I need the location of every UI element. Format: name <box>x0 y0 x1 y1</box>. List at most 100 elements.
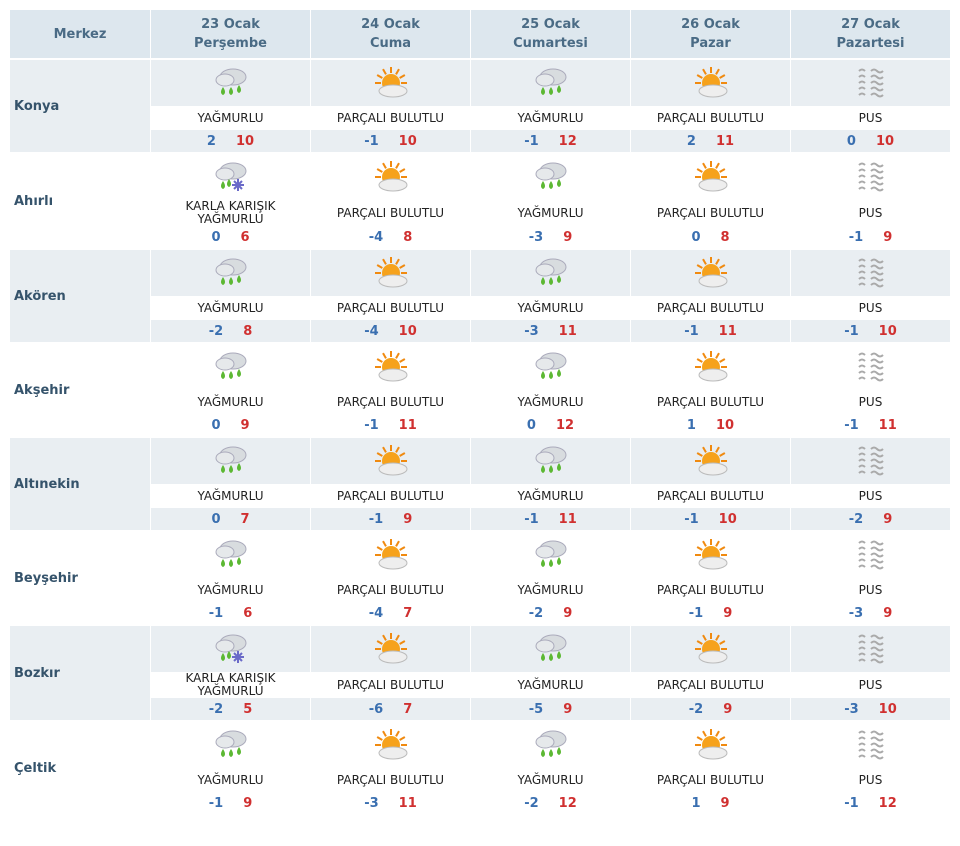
condition: PARÇALI BULUTLU <box>311 106 470 130</box>
icon-graphic <box>535 634 566 661</box>
icon-graphic <box>374 539 407 570</box>
min-temp: 0 <box>211 511 221 527</box>
max-temp: 6 <box>240 229 250 245</box>
weather-icon <box>151 438 310 484</box>
condition: YAĞMURLU <box>151 106 310 130</box>
weather-icon <box>311 626 470 672</box>
location-name: Çeltik <box>14 760 57 776</box>
condition: PARÇALI BULUTLU <box>631 106 790 130</box>
forecast-cell: KARLA KARIŞIK YAĞMURLU 0 6 <box>151 154 310 248</box>
condition: PARÇALI BULUTLU <box>311 484 470 508</box>
weekday: Cumartesi <box>513 36 588 51</box>
condition: YAĞMURLU <box>151 296 310 320</box>
forecast-cell: PARÇALI BULUTLU -1 9 <box>311 438 470 530</box>
condition: PUS <box>791 296 950 320</box>
forecast-cell: PUS -1 9 <box>791 154 950 248</box>
weather-icon <box>791 154 950 200</box>
forecast-cell: PUS -2 9 <box>791 438 950 530</box>
temperatures: -2 9 <box>631 698 790 720</box>
condition: PARÇALI BULUTLU <box>631 200 790 226</box>
forecast-cell: PARÇALI BULUTLU -3 11 <box>311 722 470 814</box>
icon-graphic <box>215 730 246 757</box>
min-temp: -3 <box>844 701 859 717</box>
condition: PUS <box>791 672 950 698</box>
icon-graphic <box>535 446 566 473</box>
condition: PARÇALI BULUTLU <box>631 484 790 508</box>
max-temp: 11 <box>398 795 417 811</box>
icon-graphic <box>535 162 566 189</box>
temperatures: -1 11 <box>471 508 630 530</box>
min-temp: -1 <box>844 417 859 433</box>
weekday: Pazartesi <box>836 36 905 51</box>
condition: YAĞMURLU <box>471 672 630 698</box>
weather-icon <box>151 722 310 768</box>
forecast-cell: PUS -1 11 <box>791 344 950 436</box>
condition: KARLA KARIŞIK YAĞMURLU <box>151 200 310 226</box>
temperatures: -4 7 <box>311 602 470 624</box>
header-day: 26 Ocak Pazar <box>631 10 790 58</box>
min-temp: -4 <box>368 229 384 245</box>
max-temp: 9 <box>883 511 893 527</box>
icon-graphic <box>694 539 727 570</box>
forecast-cell: PARÇALI BULUTLU -1 10 <box>311 60 470 152</box>
header-day: 23 Ocak Perşembe <box>151 10 310 58</box>
condition: PUS <box>791 200 950 226</box>
temperatures: -4 8 <box>311 226 470 248</box>
temperatures: -6 7 <box>311 698 470 720</box>
weather-icon <box>151 344 310 390</box>
forecast-cell: PARÇALI BULUTLU -4 8 <box>311 154 470 248</box>
icon-graphic <box>215 258 246 285</box>
forecast-cell: YAĞMURLU -3 9 <box>471 154 630 248</box>
condition: PARÇALI BULUTLU <box>311 672 470 698</box>
header-cell: Merkez <box>10 10 150 58</box>
min-temp: -1 <box>688 605 704 621</box>
icon-graphic <box>694 729 727 760</box>
icon-graphic <box>857 258 884 288</box>
weather-icon <box>311 250 470 296</box>
max-temp: 9 <box>883 605 893 621</box>
icon-graphic <box>374 161 407 192</box>
date: 24 Ocak <box>361 17 420 32</box>
location-name: Konya <box>10 60 150 152</box>
icon-graphic <box>857 446 884 476</box>
max-temp: 9 <box>723 701 733 717</box>
weather-icon <box>631 626 790 672</box>
weather-icon <box>311 60 470 106</box>
forecast-cell: PARÇALI BULUTLU -1 11 <box>631 250 790 342</box>
max-temp: 9 <box>563 605 573 621</box>
max-temp: 12 <box>558 795 577 811</box>
weather-icon <box>151 250 310 296</box>
forecast-cell: KARLA KARIŞIK YAĞMURLU -2 5 <box>151 626 310 720</box>
weather-icon <box>311 532 470 578</box>
min-temp: -1 <box>524 133 539 149</box>
forecast-cell: YAĞMURLU -2 12 <box>471 722 630 814</box>
min-temp: -1 <box>524 511 539 527</box>
min-temp: -1 <box>208 605 224 621</box>
max-temp: 12 <box>878 795 897 811</box>
max-temp: 9 <box>720 795 730 811</box>
condition: PARÇALI BULUTLU <box>631 296 790 320</box>
min-temp: -2 <box>848 511 864 527</box>
weather-icon <box>151 60 310 106</box>
temperatures: 2 11 <box>631 130 790 152</box>
condition: PUS <box>791 484 950 508</box>
weather-icon <box>631 250 790 296</box>
icon-graphic <box>215 634 246 663</box>
condition: YAĞMURLU <box>471 484 630 508</box>
min-temp: -1 <box>848 229 864 245</box>
weather-icon <box>631 60 790 106</box>
weather-icon <box>791 722 950 768</box>
max-temp: 9 <box>403 511 413 527</box>
max-temp: 10 <box>715 417 735 433</box>
forecast-cell: PARÇALI BULUTLU -2 9 <box>631 626 790 720</box>
condition: YAĞMURLU <box>471 200 630 226</box>
temperatures: -1 10 <box>791 320 950 342</box>
condition: PARÇALI BULUTLU <box>311 296 470 320</box>
max-temp: 10 <box>875 133 895 149</box>
temperatures: -1 10 <box>311 130 470 152</box>
max-temp: 7 <box>403 701 413 717</box>
temperatures: 2 10 <box>151 130 310 152</box>
weekday: Cuma <box>369 36 412 51</box>
temperatures: -1 9 <box>311 508 470 530</box>
